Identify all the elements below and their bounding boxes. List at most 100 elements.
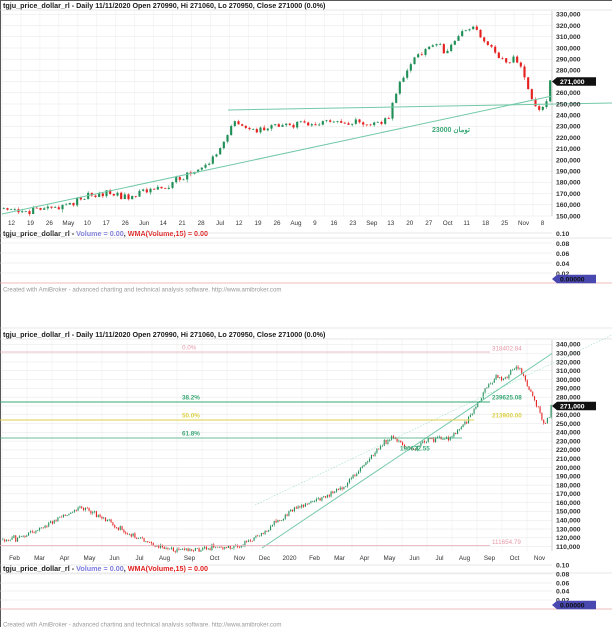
svg-text:190,000: 190,000 (556, 168, 581, 175)
svg-text:25: 25 (501, 220, 509, 227)
svg-text:16: 16 (330, 220, 338, 227)
svg-text:27: 27 (425, 220, 433, 227)
svg-text:190,000: 190,000 (556, 474, 581, 481)
svg-text:330,000: 330,000 (556, 12, 581, 19)
svg-text:250,000: 250,000 (556, 101, 581, 108)
svg-text:Sep: Sep (484, 555, 496, 562)
svg-text:0.06: 0.06 (556, 580, 569, 587)
svg-text:111654.79: 111654.79 (492, 539, 521, 546)
svg-text:200,000: 200,000 (556, 465, 581, 472)
svg-text:50.0%: 50.0% (182, 413, 200, 420)
svg-text:230,000: 230,000 (556, 124, 581, 131)
svg-text:290,000: 290,000 (556, 386, 581, 393)
svg-text:210,000: 210,000 (556, 456, 581, 463)
svg-text:Mar: Mar (334, 555, 345, 562)
svg-text:23: 23 (349, 220, 357, 227)
svg-text:0.04: 0.04 (556, 261, 569, 268)
svg-text:21: 21 (179, 220, 187, 227)
svg-text:Jun: Jun (409, 555, 420, 562)
svg-text:12: 12 (236, 220, 244, 227)
svg-text:320,000: 320,000 (556, 23, 581, 30)
svg-text:Feb: Feb (9, 555, 20, 562)
svg-text:20: 20 (406, 220, 414, 227)
svg-text:310,000: 310,000 (556, 34, 581, 41)
svg-text:10: 10 (84, 220, 92, 227)
svg-text:340,000: 340,000 (556, 342, 581, 349)
svg-text:271,000: 271,000 (560, 404, 585, 411)
svg-text:Oct: Oct (210, 555, 220, 562)
svg-text:Aug: Aug (159, 555, 171, 562)
svg-text:200,000: 200,000 (556, 157, 581, 164)
svg-text:0.10: 0.10 (556, 562, 569, 569)
svg-text:May: May (84, 555, 97, 562)
svg-text:tgju_price_dollar_rl - Daily 1: tgju_price_dollar_rl - Daily 11/11/2020 … (3, 330, 326, 339)
svg-text:Apr: Apr (60, 555, 70, 562)
svg-text:0.00000: 0.00000 (560, 603, 585, 610)
svg-text:Created with AmiBroker - advan: Created with AmiBroker - advanced charti… (3, 287, 281, 294)
svg-text:310,000: 310,000 (556, 368, 581, 375)
svg-text:28: 28 (198, 220, 206, 227)
svg-text:320,000: 320,000 (556, 359, 581, 366)
svg-text:Oct: Oct (510, 555, 520, 562)
svg-text:213900.00: 213900.00 (492, 413, 522, 420)
svg-text:19: 19 (27, 220, 35, 227)
svg-text:61.8%: 61.8% (182, 431, 200, 438)
svg-text:Aug: Aug (290, 220, 302, 227)
svg-text:318402.84: 318402.84 (492, 346, 522, 353)
svg-text:Mar: Mar (34, 555, 45, 562)
svg-text:300,000: 300,000 (556, 377, 581, 384)
svg-text:250,000: 250,000 (556, 421, 581, 428)
svg-text:Feb: Feb (309, 555, 320, 562)
svg-text:May: May (384, 555, 397, 562)
svg-text:220,000: 220,000 (556, 135, 581, 142)
svg-text:0.00000: 0.00000 (560, 277, 585, 284)
svg-text:220,000: 220,000 (556, 447, 581, 454)
svg-text:May: May (62, 220, 75, 227)
svg-text:260,000: 260,000 (556, 90, 581, 97)
svg-text:120,000: 120,000 (556, 535, 581, 542)
svg-text:tgju_price_dollar_rl - Daily 1: tgju_price_dollar_rl - Daily 11/11/2020 … (3, 1, 326, 10)
svg-text:13: 13 (387, 220, 395, 227)
svg-text:0.04: 0.04 (556, 588, 569, 595)
svg-text:Jul: Jul (216, 220, 224, 227)
svg-text:14: 14 (160, 220, 168, 227)
svg-text:0.08: 0.08 (556, 571, 569, 578)
svg-text:2020: 2020 (282, 555, 297, 562)
svg-text:130,000: 130,000 (556, 526, 581, 533)
svg-text:180,000: 180,000 (556, 482, 581, 489)
svg-text:Jun: Jun (109, 555, 120, 562)
svg-text:0.06: 0.06 (556, 251, 569, 258)
svg-text:Jul: Jul (435, 555, 443, 562)
svg-text:tgju_price_dollar_rl - Volume: tgju_price_dollar_rl - Volume = 0.00, WM… (3, 229, 208, 238)
svg-text:18: 18 (482, 220, 490, 227)
svg-text:26: 26 (122, 220, 130, 227)
svg-text:170,000: 170,000 (556, 191, 581, 198)
svg-text:140,000: 140,000 (556, 518, 581, 525)
svg-text:280,000: 280,000 (556, 68, 581, 75)
svg-text:Dec: Dec (259, 555, 270, 562)
svg-text:38.2%: 38.2% (182, 395, 200, 402)
svg-text:170,000: 170,000 (556, 491, 581, 498)
svg-text:150,000: 150,000 (556, 213, 581, 220)
svg-text:9: 9 (313, 220, 317, 227)
svg-text:19: 19 (255, 220, 263, 227)
svg-text:271,000: 271,000 (560, 79, 585, 86)
svg-text:0.0%: 0.0% (182, 345, 197, 352)
svg-text:Nov: Nov (234, 555, 246, 562)
svg-text:Nov: Nov (518, 220, 530, 227)
svg-text:تومان 23000: تومان 23000 (432, 126, 470, 134)
svg-text:190632.55: 190632.55 (400, 446, 430, 453)
svg-text:17: 17 (103, 220, 111, 227)
svg-text:0.08: 0.08 (556, 241, 569, 248)
svg-text:Oct: Oct (443, 220, 453, 227)
svg-text:26: 26 (273, 220, 281, 227)
svg-text:Apr: Apr (360, 555, 370, 562)
svg-text:Created with AmiBroker - advan: Created with AmiBroker - advanced charti… (3, 621, 281, 627)
svg-text:12: 12 (8, 220, 16, 227)
svg-text:210,000: 210,000 (556, 146, 581, 153)
svg-text:300,000: 300,000 (556, 45, 581, 52)
svg-text:280,000: 280,000 (556, 394, 581, 401)
svg-text:Sep: Sep (184, 555, 196, 562)
svg-text:110,000: 110,000 (556, 544, 580, 551)
svg-text:230,000: 230,000 (556, 438, 581, 445)
